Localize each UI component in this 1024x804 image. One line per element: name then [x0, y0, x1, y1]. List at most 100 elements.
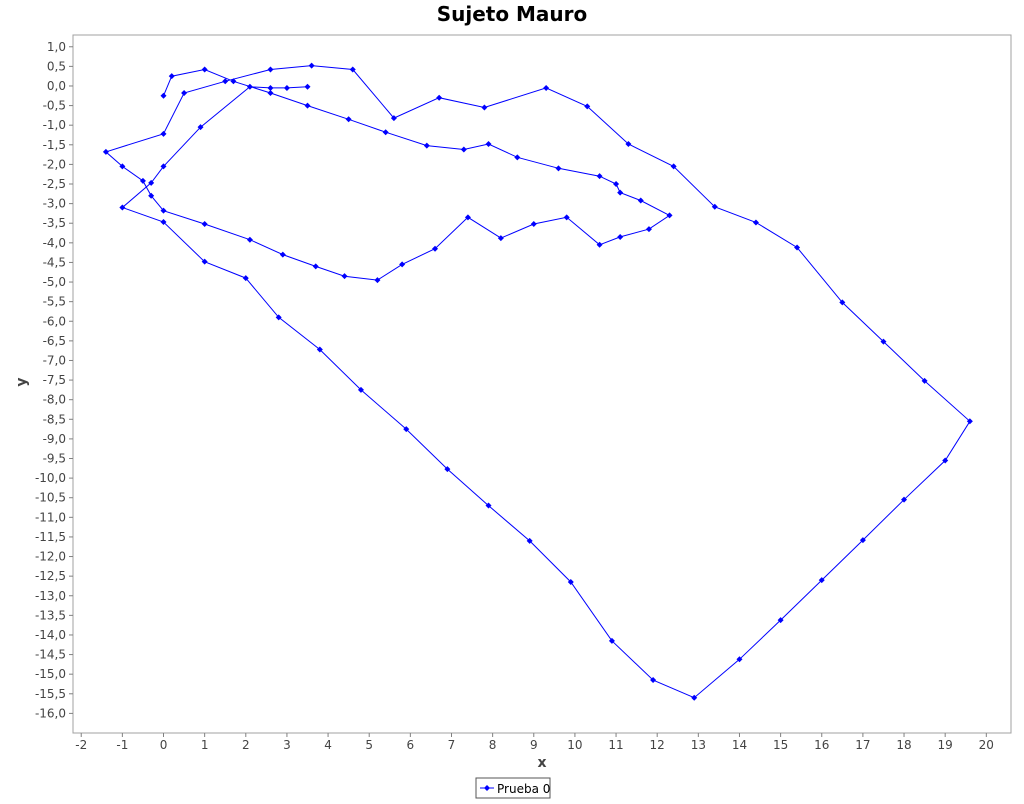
data-point	[942, 457, 949, 464]
data-point	[349, 66, 356, 73]
data-point	[543, 84, 550, 91]
data-point	[230, 78, 237, 85]
data-point	[752, 219, 759, 226]
data-point	[160, 219, 167, 226]
data-point	[279, 251, 286, 258]
y-tick-label: -13,5	[35, 608, 66, 622]
x-tick-label: 10	[567, 738, 582, 752]
data-point	[399, 261, 406, 268]
y-tick-label: -10,5	[35, 491, 66, 505]
data-point	[423, 142, 430, 149]
y-tick-label: -11,5	[35, 530, 66, 544]
data-point	[275, 314, 282, 321]
y-tick-label: -6,0	[43, 314, 66, 328]
data-point	[181, 90, 188, 97]
y-tick-label: -7,0	[43, 353, 66, 367]
data-point	[160, 163, 167, 170]
legend: Prueba 0	[475, 777, 551, 799]
data-point	[316, 346, 323, 353]
data-point	[432, 245, 439, 252]
data-point	[596, 241, 603, 248]
x-tick-label: 14	[732, 738, 747, 752]
x-tick-label: 0	[160, 738, 168, 752]
data-point	[119, 163, 126, 170]
data-point	[617, 233, 624, 240]
data-point	[267, 90, 274, 97]
chart-title: Sujeto Mauro	[437, 2, 588, 26]
data-point	[485, 141, 492, 148]
data-point	[444, 466, 451, 473]
data-point	[777, 617, 784, 624]
data-point	[514, 154, 521, 161]
data-point	[555, 165, 562, 172]
y-tick-label: -8,5	[43, 412, 66, 426]
data-point	[341, 273, 348, 280]
x-tick-label: 11	[608, 738, 623, 752]
data-point	[711, 203, 718, 210]
data-point	[160, 130, 167, 137]
x-axis-ticks: -2 -1 0 1 2 3 4 5 6 7 8 9 10 11 12 13 14 15 16 17 18 19 20	[75, 733, 994, 752]
x-tick-label: 17	[855, 738, 870, 752]
data-point	[267, 66, 274, 73]
y-tick-label: -14,0	[35, 628, 66, 642]
legend-box	[475, 777, 551, 799]
data-point	[390, 115, 397, 122]
data-point	[242, 275, 249, 282]
y-tick-label: 0,5	[47, 59, 66, 73]
y-tick-label: -16,0	[35, 706, 66, 720]
data-point	[839, 299, 846, 306]
data-point	[880, 338, 887, 345]
data-point	[201, 258, 208, 265]
x-tick-label: 1	[201, 738, 209, 752]
data-point	[650, 677, 657, 684]
data-point	[403, 426, 410, 433]
x-tick-label: 2	[242, 738, 250, 752]
data-point	[567, 579, 574, 586]
x-tick-label: -2	[75, 738, 87, 752]
data-point	[160, 92, 167, 99]
x-tick-label: 3	[283, 738, 291, 752]
data-point	[530, 221, 537, 228]
y-tick-label: -4,0	[43, 236, 66, 250]
data-point	[485, 502, 492, 509]
data-point	[345, 116, 352, 123]
data-point	[464, 214, 471, 221]
data-point	[308, 62, 315, 69]
x-tick-label: 16	[814, 738, 829, 752]
data-point	[613, 181, 620, 188]
data-point	[436, 94, 443, 101]
y-tick-label: -2,5	[43, 177, 66, 191]
x-tick-label: 8	[489, 738, 497, 752]
x-tick-label: 18	[896, 738, 911, 752]
data-point	[201, 221, 208, 228]
x-tick-label: 15	[773, 738, 788, 752]
data-point	[139, 177, 146, 184]
data-point	[625, 141, 632, 148]
data-point	[637, 197, 644, 204]
y-tick-label: -13,0	[35, 589, 66, 603]
data-point	[148, 192, 155, 199]
data-point	[357, 386, 364, 393]
legend-marker	[484, 785, 490, 791]
data-point	[246, 83, 253, 90]
y-tick-label: -3,5	[43, 216, 66, 230]
y-tick-label: -6,5	[43, 334, 66, 348]
y-tick-label: -1,0	[43, 118, 66, 132]
data-point	[160, 207, 167, 214]
y-tick-label: -15,0	[35, 667, 66, 681]
y-tick-label: -5,0	[43, 275, 66, 289]
data-point	[312, 263, 319, 270]
data-point	[102, 148, 109, 155]
data-point	[859, 537, 866, 544]
data-point	[497, 235, 504, 242]
y-tick-label: -7,5	[43, 373, 66, 387]
y-tick-label: -9,0	[43, 432, 66, 446]
data-point	[222, 78, 229, 85]
data-point	[818, 577, 825, 584]
data-point	[584, 103, 591, 110]
x-tick-label: 6	[407, 738, 415, 752]
data-point	[608, 637, 615, 644]
y-tick-label: -14,5	[35, 648, 66, 662]
data-point	[374, 277, 381, 284]
